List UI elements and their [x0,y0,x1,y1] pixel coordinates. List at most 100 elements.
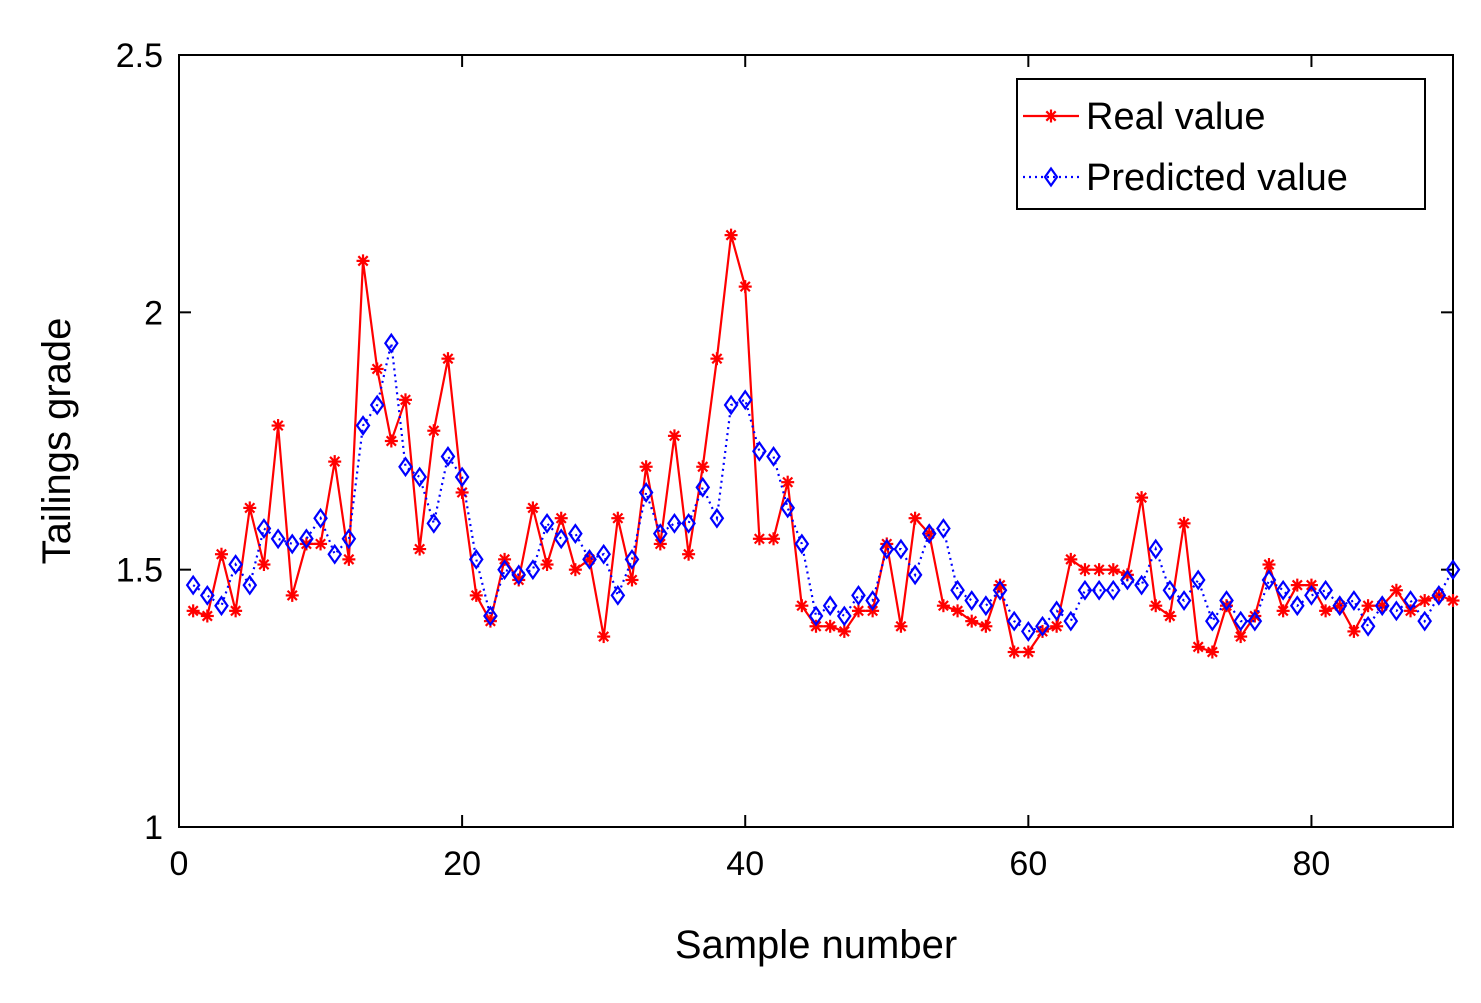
real-value-point [1177,516,1191,530]
real-value-point [696,460,710,474]
predicted-value-point [723,394,739,416]
predicted-value-point [199,584,215,606]
predicted-value-point [1006,610,1022,632]
real-value-point [200,609,214,623]
x-tick-label: 20 [443,845,481,883]
real-value-point [214,547,228,561]
predicted-value-point [1063,610,1079,632]
real-value-point [951,604,965,618]
real-value-point [469,588,483,602]
predicted-value-point [1304,584,1319,606]
real-value-point [1375,599,1389,613]
real-value-point [625,573,639,587]
real-value-point [1092,563,1106,577]
predicted-value-point [766,446,781,467]
predicted-value-point [638,482,654,503]
real-value-point [427,424,441,438]
predicted-value-point [1417,610,1433,632]
predicted-value-point [1289,595,1305,617]
y-tick-label: 2.5 [116,37,163,75]
predicted-value-point [1389,600,1404,622]
predicted-value-point [369,394,385,416]
predicted-value-point [1233,610,1249,632]
predicted-value-point [921,523,937,545]
predicted-value-point [228,554,243,575]
predicted-value-point [440,446,456,467]
real-value-point [568,563,582,577]
real-value-point [1333,599,1347,613]
real-value-point [767,532,781,546]
real-value-point [851,604,865,618]
real-value-point [1418,594,1432,608]
predicted-value-point [879,538,895,560]
real-value-point [993,578,1007,592]
predicted-value-point [596,543,612,565]
real-value-point [837,624,851,638]
predicted-value-point [893,538,909,560]
real-value-point [752,532,766,546]
predicted-value-point [1035,615,1050,637]
real-value-point [965,614,979,628]
legend-label-real-value: Real value [1086,96,1266,138]
predicted-value-point [667,512,682,534]
predicted-value-point [794,533,810,555]
predicted-value-point [568,523,583,545]
real-value-point [1149,599,1163,613]
real-value-point [1078,563,1092,577]
real-value-point [1389,583,1403,597]
real-value-point [1007,645,1021,659]
real-value-point [540,558,554,572]
real-value-point [1276,604,1290,618]
predicted-value-point [412,466,427,488]
predicted-value-point [950,579,965,601]
predicted-value-point [752,440,767,462]
predicted-value-point [808,605,824,627]
real-value-point [979,619,993,633]
predicted-value-point [1020,621,1036,642]
legend-label-predicted-value: Predicted value [1086,157,1348,199]
real-value-point [1262,558,1276,572]
predicted-value-point [780,497,796,519]
real-value-point [483,614,497,628]
predicted-value-point [709,507,725,529]
real-value-point [257,558,271,572]
x-tick-label: 80 [1293,845,1331,883]
predicted-value-point [1134,574,1149,596]
predicted-value-point [1091,579,1107,601]
real-value-point [1290,578,1304,592]
predicted-value-point [1190,569,1206,591]
real-value-point [908,511,922,525]
predicted-value-point [1403,590,1418,611]
real-value-point [384,434,398,448]
predicted-value-point [1120,569,1135,591]
predicted-value-point [355,415,371,436]
real-value-point [597,630,611,644]
predicted-value-point [426,512,442,534]
predicted-value-point [1346,590,1362,611]
predicted-value-point [483,605,498,627]
legend: Real value Predicted value [1016,78,1426,210]
real-value-point [667,429,681,443]
predicted-value-point [256,518,272,539]
predicted-value-point [242,574,258,596]
predicted-value-point [964,590,980,611]
predicted-value-point [1049,600,1064,622]
predicted-value-point [992,579,1008,601]
predicted-value-point [497,559,512,581]
y-tick-label: 2 [144,294,163,332]
predicted-value-point [1332,595,1348,617]
predicted-value-point [582,548,597,570]
real-value-point [1205,645,1219,659]
predicted-value-point [1247,610,1263,632]
real-value-point [781,475,795,489]
real-value-point [243,501,257,515]
predicted-value-point [652,523,668,545]
real-value-point [356,254,370,268]
x-tick-label: 0 [170,845,189,883]
predicted-value-point [313,507,328,529]
predicted-value-point [610,584,626,606]
real-value-point [526,501,540,515]
predicted-value-point [299,528,314,550]
